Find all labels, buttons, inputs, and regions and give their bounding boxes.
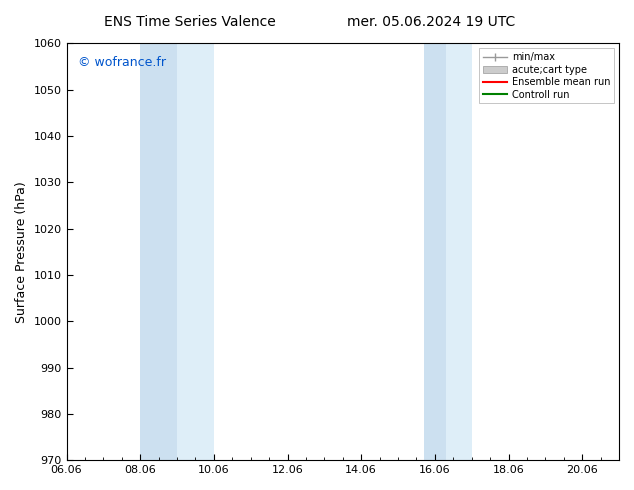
Bar — [140, 44, 177, 460]
Text: mer. 05.06.2024 19 UTC: mer. 05.06.2024 19 UTC — [347, 15, 515, 29]
Bar — [446, 44, 472, 460]
Y-axis label: Surface Pressure (hPa): Surface Pressure (hPa) — [15, 181, 28, 323]
Text: ENS Time Series Valence: ENS Time Series Valence — [105, 15, 276, 29]
Bar — [424, 44, 446, 460]
Text: © wofrance.fr: © wofrance.fr — [77, 56, 165, 69]
Bar — [177, 44, 214, 460]
Legend: min/max, acute;cart type, Ensemble mean run, Controll run: min/max, acute;cart type, Ensemble mean … — [479, 49, 614, 103]
